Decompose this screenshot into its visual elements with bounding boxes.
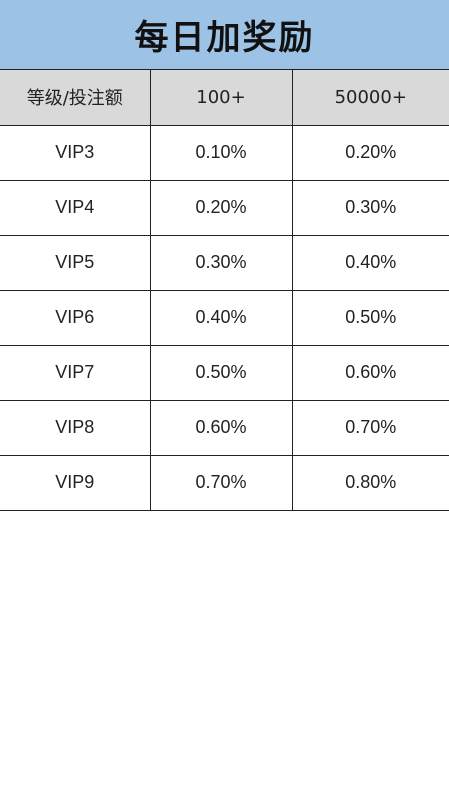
table-row: VIP3 0.10% 0.20% — [0, 125, 449, 181]
rate-50000-cell: 0.40% — [292, 235, 449, 291]
vip-level-cell: VIP6 — [0, 290, 151, 346]
rate-50000-cell: 0.70% — [292, 400, 449, 456]
rate-50000-cell: 0.60% — [292, 345, 449, 401]
table-row: VIP6 0.40% 0.50% — [0, 290, 449, 346]
rate-100-cell: 0.30% — [150, 235, 293, 291]
rate-50000-cell: 0.50% — [292, 290, 449, 346]
rate-100-cell: 0.70% — [150, 455, 293, 511]
rate-100-cell: 0.40% — [150, 290, 293, 346]
rate-50000-cell: 0.20% — [292, 125, 449, 181]
rate-100-cell: 0.20% — [150, 180, 293, 236]
rate-50000-cell: 0.30% — [292, 180, 449, 236]
rate-50000-cell: 0.80% — [292, 455, 449, 511]
table-row: VIP4 0.20% 0.30% — [0, 180, 449, 236]
vip-level-cell: VIP8 — [0, 400, 151, 456]
table-row: VIP7 0.50% 0.60% — [0, 345, 449, 401]
column-header-50000-plus: 50000+ — [292, 70, 449, 126]
title-banner: 每日加奖励 — [0, 0, 449, 70]
table-row: VIP9 0.70% 0.80% — [0, 455, 449, 511]
vip-level-cell: VIP4 — [0, 180, 151, 236]
vip-level-cell: VIP3 — [0, 125, 151, 181]
page-title: 每日加奖励 — [134, 18, 315, 58]
table-header-row: 等级/投注额 100+ 50000+ — [0, 70, 449, 126]
bonus-sheet: 每日加奖励 等级/投注额 100+ 50000+ VIP3 0.10% 0.20… — [0, 0, 449, 511]
bonus-table: 等级/投注额 100+ 50000+ VIP3 0.10% 0.20% VIP4… — [0, 70, 449, 511]
table-row: VIP8 0.60% 0.70% — [0, 400, 449, 456]
vip-level-cell: VIP9 — [0, 455, 151, 511]
vip-level-cell: VIP7 — [0, 345, 151, 401]
column-header-level-bet: 等级/投注额 — [0, 70, 151, 126]
rate-100-cell: 0.10% — [150, 125, 293, 181]
column-header-100-plus: 100+ — [150, 70, 293, 126]
rate-100-cell: 0.50% — [150, 345, 293, 401]
vip-level-cell: VIP5 — [0, 235, 151, 291]
rate-100-cell: 0.60% — [150, 400, 293, 456]
table-row: VIP5 0.30% 0.40% — [0, 235, 449, 291]
